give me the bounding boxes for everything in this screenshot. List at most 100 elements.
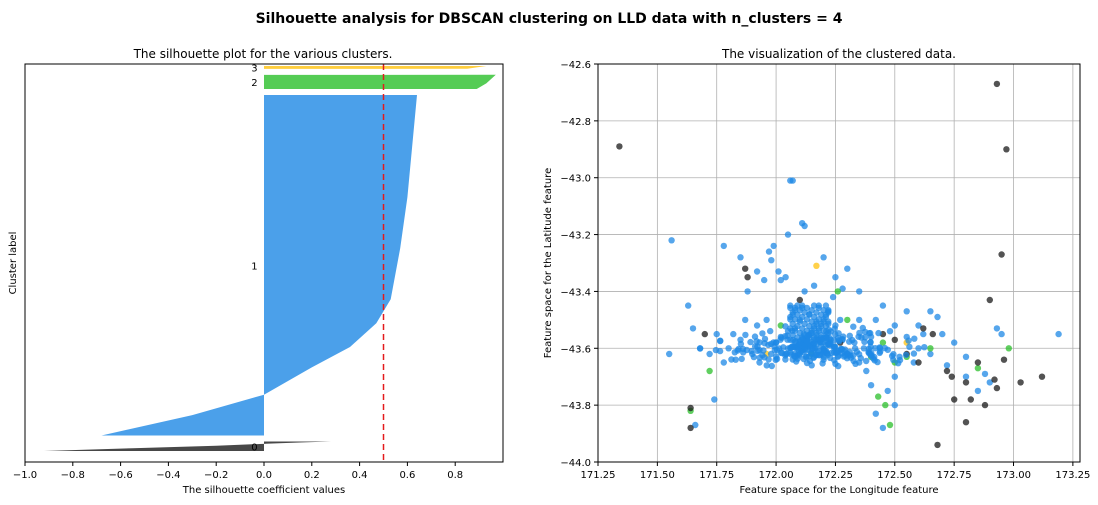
scatter-point [742,265,749,272]
scatter-point [685,302,692,309]
scatter-point [737,254,744,261]
scatter-point [860,345,868,352]
scatter-point [891,322,898,329]
scatter-point [839,335,846,343]
silhouette-ylabel: Cluster label [8,232,19,295]
scatter-axes-frame [597,63,1081,463]
scatter-point [616,143,623,150]
scatter-y-tick-label: −43.8 [560,401,591,412]
scatter-point [962,373,970,380]
scatter-point [687,404,694,412]
scatter-point [753,268,761,275]
scatter-point [744,274,751,281]
scatter-point [706,367,713,375]
scatter-point [927,350,934,358]
scatter-point [782,323,789,330]
scatter-point [911,335,918,342]
scatter-point [962,419,970,426]
scatter-point [789,177,796,184]
scatter-point [891,401,898,409]
scatter-point [687,424,694,432]
scatter-point [696,345,704,352]
scatter-x-tick-label: 172.50 [877,470,912,481]
scatter-ylabel: Feature space for the Latitude feature [543,168,554,358]
scatter-y-tick-label: −42.8 [560,117,591,128]
silhouette-x-tick-label: 0.6 [399,470,415,481]
scatter-point [855,333,862,340]
scatter-point [934,441,941,449]
scatter-points [616,80,1062,449]
scatter-point [1017,379,1024,386]
silhouette-x-tick-label: 0.4 [352,470,368,481]
scatter-point [831,325,838,332]
scatter-point [761,335,769,343]
scatter-point [666,350,673,358]
scatter-point [998,251,1005,258]
scatter-point [857,354,864,362]
scatter-point [934,313,941,321]
scatter-point [813,262,820,269]
scatter-point [951,339,958,346]
scatter-point [884,346,891,353]
scatter-point [825,320,832,327]
scatter-point [777,336,784,343]
scatter-point [844,265,851,272]
scatter-point [998,330,1005,338]
scatter-point [787,316,794,323]
scatter-point [948,373,955,380]
silhouette-cluster-1 [101,95,417,436]
scatter-point [962,353,970,360]
scatter-point [759,352,766,359]
scatter-y-tick-label: −42.6 [560,60,591,71]
scatter-point [801,222,808,230]
scatter-point [981,401,989,409]
scatter-point [905,337,912,344]
scatter-point [986,296,993,304]
silhouette-x-ticks: −1.0 −0.8 −0.6 −0.4 −0.2 0.0 0.2 0.4 0.6 0.8 [13,462,463,481]
scatter-point [993,80,1001,88]
scatter-point [775,345,783,352]
scatter-point [856,316,863,324]
scatter-point [834,288,841,295]
scatter-point [770,242,777,250]
scatter-point [825,341,832,348]
scatter-grid [597,63,1080,463]
scatter-x-tick-label: 172.25 [818,470,853,481]
scatter-point [902,351,910,359]
scatter-point [763,362,770,369]
scatter-point [927,308,934,315]
scatter-point [772,356,779,363]
scatter-point [1055,330,1062,338]
scatter-x-tick-label: 172.00 [759,470,794,481]
scatter-point [747,338,754,346]
scatter-point [840,353,848,360]
scatter-point [799,304,806,312]
scatter-point [863,357,870,365]
scatter-point [837,316,844,324]
scatter-point [844,316,851,324]
scatter-point [867,352,874,359]
scatter-point [668,237,675,244]
scatter-point [796,341,803,348]
scatter-y-tick-label: −43.0 [560,174,591,185]
scatter-point [765,248,773,255]
scatter-point [920,330,927,338]
scatter-point [706,350,713,358]
scatter-x-tick-label: 171.50 [640,470,675,481]
scatter-y-tick-label: −44.0 [560,458,591,469]
scatter-point [920,325,927,332]
scatter-point [875,393,882,400]
scatter-point [872,410,879,417]
scatter-point [861,328,869,336]
scatter-point [720,242,727,250]
scatter-y-tick-label: −43.6 [560,344,591,355]
scatter-point [744,288,751,295]
silhouette-cluster-0 [44,441,331,451]
scatter-point [701,330,708,338]
silhouette-x-tick-label: 0.8 [447,470,463,481]
scatter-point [756,339,763,346]
scatter-point [782,356,789,363]
scatter-point [879,424,887,432]
scatter-point [846,348,853,355]
scatter-point [849,336,856,344]
